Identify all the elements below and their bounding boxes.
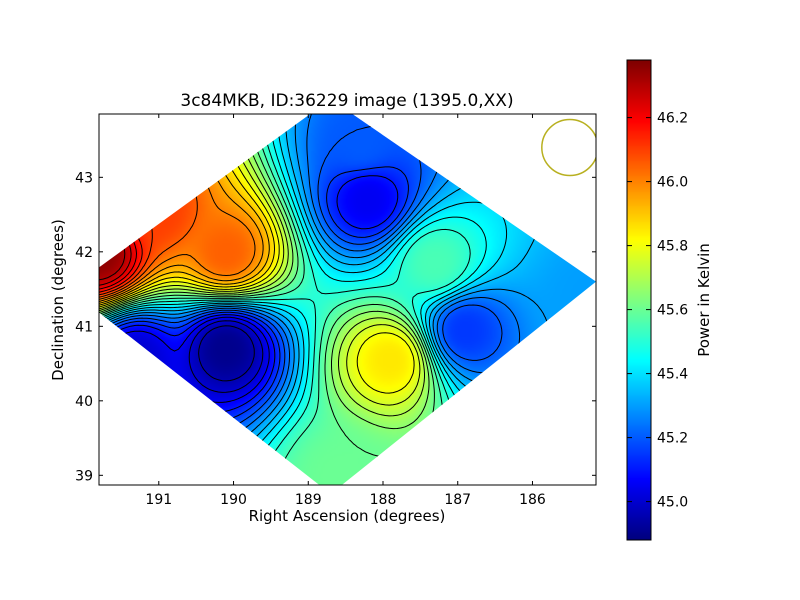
beam-circle bbox=[541, 118, 596, 177]
x-tick-label: 189 bbox=[295, 492, 322, 508]
y-axis-ticks: 39 40 41 42 43 bbox=[75, 170, 596, 484]
x-tick-label: 188 bbox=[370, 492, 397, 508]
colorbar-tick-label: 45.4 bbox=[657, 367, 688, 383]
colorbar-tick-label: 46.2 bbox=[657, 111, 688, 127]
y-tick-label: 39 bbox=[75, 468, 93, 484]
x-tick-label: 190 bbox=[220, 492, 247, 508]
x-tick-label: 186 bbox=[519, 492, 546, 508]
contour-line bbox=[188, 320, 264, 393]
colorbar: 45.0 45.2 45.4 45.6 45.8 46.0 46.2 bbox=[626, 59, 688, 541]
colorbar-tick-label: 46.0 bbox=[657, 175, 688, 191]
y-tick-label: 41 bbox=[75, 319, 93, 335]
colorbar-label: Power in Kelvin bbox=[695, 243, 713, 357]
x-tick-label: 191 bbox=[145, 492, 172, 508]
colorbar-gradient bbox=[627, 60, 651, 540]
x-axis-ticks: 191 190 189 188 187 186 bbox=[145, 114, 546, 508]
plot-title: 3c84MKB, ID:36229 image (1395.0,XX) bbox=[180, 91, 513, 111]
plot-area: 191 190 189 188 187 186 39 40 41 42 43 bbox=[75, 113, 597, 508]
colorbar-tick-label: 45.2 bbox=[657, 431, 688, 447]
y-tick-label: 40 bbox=[75, 394, 93, 410]
contour-line bbox=[198, 325, 255, 382]
colorbar-tick-label: 45.8 bbox=[657, 239, 688, 255]
colorbar-ticks: 45.0 45.2 45.4 45.6 45.8 46.0 46.2 bbox=[627, 111, 688, 511]
colorbar-frame bbox=[626, 59, 652, 541]
colorbar-tick-label: 45.0 bbox=[657, 495, 688, 511]
x-axis-label: Right Ascension (degrees) bbox=[249, 507, 446, 525]
x-tick-label: 187 bbox=[444, 492, 471, 508]
y-axis-label: Declination (degrees) bbox=[49, 219, 67, 381]
colorbar-tick-label: 45.6 bbox=[657, 303, 688, 319]
plot-frame bbox=[98, 113, 597, 486]
y-tick-label: 43 bbox=[75, 170, 93, 186]
y-tick-label: 42 bbox=[75, 245, 93, 261]
